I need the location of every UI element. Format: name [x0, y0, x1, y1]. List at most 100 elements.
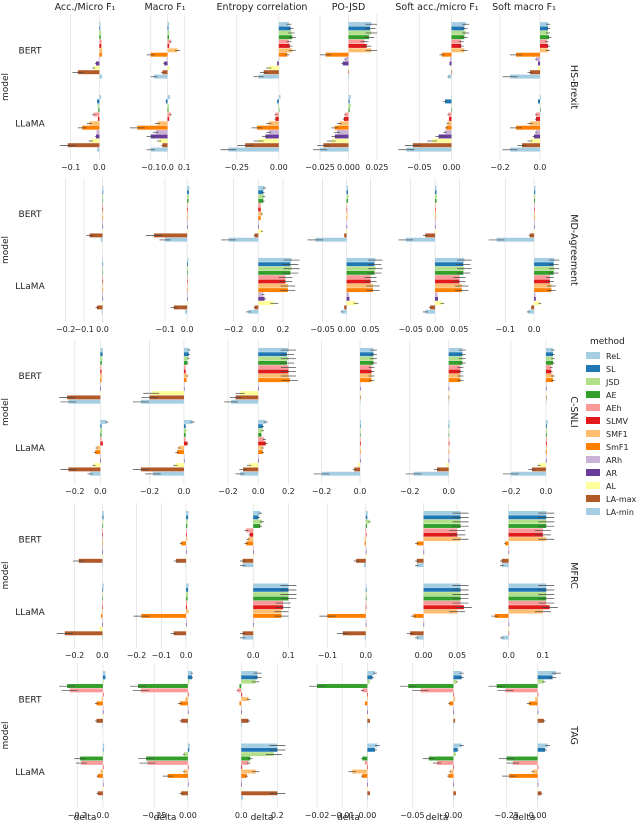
- bar-AR: [187, 224, 188, 229]
- bar-SmF1: [97, 773, 103, 778]
- bar-ReL: [451, 95, 453, 100]
- bar-AE: [448, 432, 450, 437]
- tick-label: 0.0: [94, 487, 107, 496]
- bar-LA-max: [242, 631, 254, 636]
- bar-AE: [186, 524, 188, 528]
- bar-LA-max: [501, 558, 509, 563]
- bar-AE: [167, 35, 170, 40]
- bar-AE: [423, 524, 461, 528]
- bar-SLMV: [167, 43, 170, 48]
- bar-ReL: [253, 583, 289, 588]
- tick-label: 0.2: [282, 487, 295, 496]
- bar-SL: [360, 424, 361, 429]
- bar-SL: [365, 515, 368, 520]
- bar-SL: [258, 352, 287, 357]
- bar-AR: [100, 458, 101, 463]
- bar-AL: [530, 138, 540, 143]
- bar-SMF1: [241, 769, 256, 774]
- bar-SLMV: [508, 532, 543, 537]
- bar-SmF1: [102, 541, 104, 546]
- bar-ARh: [534, 220, 535, 225]
- bar-JSD: [365, 592, 367, 597]
- bar-SmF1: [334, 125, 349, 130]
- bar-SmF1: [534, 288, 552, 293]
- bar-AEh: [102, 275, 104, 280]
- bar-ReL: [545, 419, 548, 424]
- bar-ReL: [435, 257, 465, 262]
- bar-AE: [365, 524, 367, 528]
- bar-SL: [253, 587, 289, 592]
- bar-AL: [534, 229, 535, 234]
- bar-AL: [358, 463, 361, 468]
- bar-ARh: [435, 220, 436, 225]
- bar-JSD: [540, 103, 541, 108]
- bar-ReL: [241, 670, 258, 675]
- bar-AR: [334, 134, 349, 139]
- bar-JSD: [537, 752, 539, 757]
- bar-LA-min: [501, 635, 509, 640]
- bar-SLMV: [343, 116, 349, 121]
- bar-ReL: [102, 185, 104, 190]
- bar-ARh: [448, 382, 450, 387]
- legend-label-AE: AE: [606, 391, 617, 400]
- bar-ReL: [360, 419, 361, 424]
- bar-ARh: [187, 220, 188, 225]
- panel-0-1: −0.1 0.0 0.1: [129, 14, 191, 172]
- bar-JSD: [537, 679, 544, 684]
- bar-SmF1: [545, 450, 547, 455]
- bar-SMF1: [102, 609, 104, 614]
- bar-SMF1: [423, 609, 458, 614]
- bar-LA-max: [323, 143, 349, 148]
- bar-ReL: [241, 743, 278, 748]
- bar-ARh: [448, 454, 450, 459]
- bar-AL: [508, 554, 510, 559]
- model-label-3-1: LLaMA: [15, 608, 45, 618]
- legend-swatch-SMF1: [586, 430, 600, 437]
- bar-SLMV: [102, 605, 104, 610]
- bar-AE: [534, 270, 554, 275]
- bar-AR: [258, 458, 259, 463]
- bar-AEh: [360, 437, 361, 442]
- legend-label-AR: AR: [606, 469, 617, 478]
- bar-ReL: [186, 510, 189, 515]
- bar-SMF1: [187, 283, 188, 288]
- bar-AEh: [99, 39, 102, 44]
- tick-label: 0.05: [448, 651, 466, 660]
- bar-LA-min: [364, 635, 366, 640]
- tick-label: −0.01: [330, 811, 355, 820]
- bar-SLMV: [258, 441, 266, 446]
- bar-SL: [102, 675, 106, 680]
- column-title-1: Macro F₁: [144, 2, 185, 13]
- bar-AL: [423, 626, 425, 631]
- bar-AL: [187, 301, 188, 306]
- bar-LA-max: [545, 395, 547, 400]
- bar-SMF1: [346, 283, 373, 288]
- panel-2-5: −0.2 0.0: [501, 340, 555, 496]
- bar-JSD: [360, 428, 361, 433]
- bar-JSD: [102, 194, 104, 199]
- panel-3-3: −0.1 0.0: [318, 503, 372, 660]
- legend-swatch-SmF1: [586, 443, 600, 450]
- bar-SL: [258, 424, 263, 429]
- bar-LA-max: [430, 305, 436, 310]
- bar-SmF1: [100, 378, 102, 383]
- bar-SmF1: [253, 613, 282, 618]
- bar-ARh: [187, 292, 188, 297]
- bar-SMF1: [435, 211, 437, 216]
- tick-label: −0.1: [152, 651, 171, 660]
- bar-SMF1: [268, 121, 279, 126]
- bar-SMF1: [185, 697, 188, 702]
- bar-ReL: [545, 347, 553, 352]
- bar-SMF1: [451, 48, 465, 53]
- bar-AEh: [186, 528, 187, 533]
- bar-ARh: [102, 618, 104, 623]
- bar-AEh: [435, 203, 436, 208]
- bar-SMF1: [100, 373, 103, 378]
- tick-label: −0.2: [65, 651, 84, 660]
- bar-LA-min: [187, 795, 188, 800]
- bar-AE: [241, 756, 251, 761]
- bar-AL: [187, 786, 189, 791]
- bar-SL: [540, 26, 548, 31]
- panel-0-2: −0.25 0.00: [220, 14, 296, 172]
